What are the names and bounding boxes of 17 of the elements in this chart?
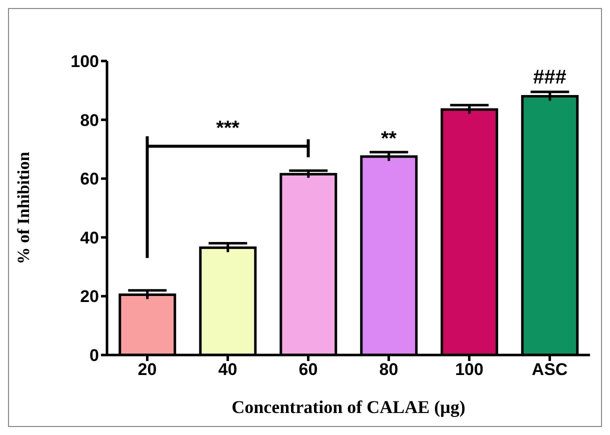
x-tick-label: 40 — [218, 360, 238, 380]
x-tick-label: ASC — [532, 360, 568, 380]
y-tick-label: 20 — [80, 287, 99, 306]
x-tick-label: 80 — [379, 360, 398, 380]
x-axis-title: Concentration of CALAE (μg) — [232, 397, 466, 417]
x-tick-label: 100 — [455, 360, 484, 380]
annotation: ### — [533, 66, 566, 88]
y-axis-title: % of Inhibition — [14, 151, 34, 264]
y-tick-label: 80 — [80, 110, 99, 130]
annotation: *** — [216, 117, 240, 140]
y-tick-label: 100 — [70, 52, 99, 72]
y-tick-label: 60 — [80, 170, 99, 189]
annotation: ** — [380, 128, 397, 150]
x-tick-label: 60 — [298, 360, 318, 380]
y-tick-label: 40 — [80, 228, 99, 248]
y-tick-label: 0 — [90, 346, 99, 366]
x-tick-label: 20 — [138, 360, 157, 380]
